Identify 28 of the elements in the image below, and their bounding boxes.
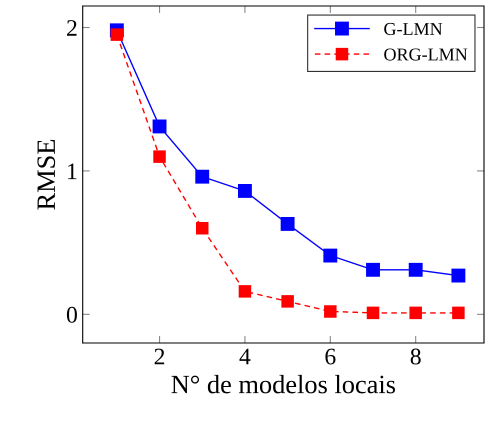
y-tick-label: 1 <box>68 164 76 180</box>
point <box>152 120 166 134</box>
point <box>452 306 465 320</box>
x-tick-label: 4 <box>239 348 250 364</box>
y-tick-label: 0 <box>66 306 77 323</box>
point <box>408 262 423 277</box>
point <box>323 248 338 262</box>
point <box>110 28 124 41</box>
legend-label: G-LMN <box>384 22 442 36</box>
y-tick-label: 2 <box>67 20 77 36</box>
point <box>409 306 422 320</box>
x-tick-label: 8 <box>410 348 421 364</box>
point <box>281 295 294 308</box>
y-axis-title: RMSE <box>37 140 56 210</box>
x-tick-label: 6 <box>325 348 336 364</box>
point <box>238 285 252 298</box>
point <box>238 184 252 198</box>
x-tick-label: 2 <box>154 348 164 364</box>
point <box>451 268 466 283</box>
point <box>195 170 210 184</box>
point <box>366 262 380 277</box>
point <box>196 222 208 235</box>
point <box>366 306 380 320</box>
point <box>153 150 166 163</box>
legend-label: ORG-LMN <box>384 48 468 61</box>
x-axis-title: N° de modelos locais <box>171 374 396 394</box>
point <box>280 217 295 231</box>
point <box>324 305 337 318</box>
